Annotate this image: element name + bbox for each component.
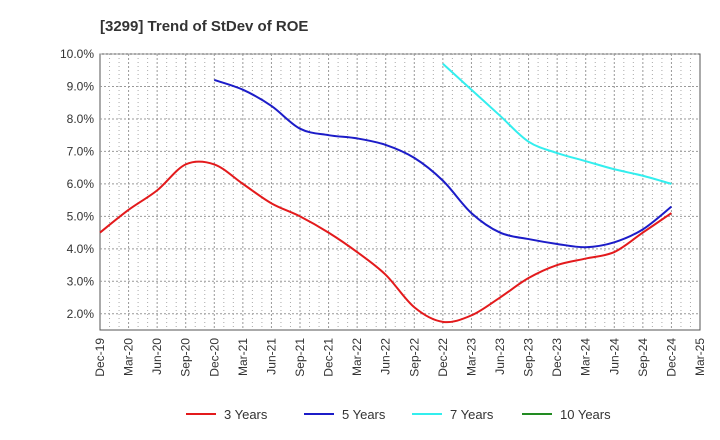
- x-tick-label: Mar-22: [350, 338, 364, 376]
- x-axis: Dec-19 Mar-20 Jun-20 Sep-20 Dec-20 Mar-21 Jun-…: [93, 338, 707, 377]
- y-tick-label: 5.0%: [67, 209, 95, 223]
- y-tick-label: 4.0%: [67, 242, 95, 256]
- plot-area: [99, 53, 701, 331]
- y-tick-label: 6.0%: [67, 177, 95, 191]
- x-tick-label: Mar-20: [122, 338, 136, 376]
- chart-title: [3299] Trend of StDev of ROE: [100, 18, 308, 35]
- x-tick-label: Mar-25: [693, 338, 707, 376]
- x-tick-label: Mar-24: [579, 338, 593, 376]
- legend-label-3-years: 3 Years: [224, 407, 268, 422]
- y-tick-label: 9.0%: [67, 79, 95, 93]
- series-line-5-years: [213, 79, 673, 249]
- x-tick-label: Dec-22: [436, 338, 450, 377]
- y-tick-label: 8.0%: [67, 112, 95, 126]
- x-tick-label: Jun-24: [607, 338, 621, 375]
- x-tick-label: Dec-20: [207, 338, 221, 377]
- x-tick-label: Jun-23: [493, 338, 507, 375]
- series-lines: [99, 63, 673, 324]
- legend-label-7-years: 7 Years: [450, 407, 494, 422]
- y-tick-label: 7.0%: [67, 144, 95, 158]
- x-tick-label: Mar-21: [236, 338, 250, 376]
- series-line-3-years: [99, 160, 672, 324]
- x-tick-label: Sep-20: [179, 338, 193, 377]
- x-tick-label: Sep-21: [293, 338, 307, 377]
- x-tick-label: Jun-21: [264, 338, 278, 375]
- x-tick-label: Dec-23: [550, 338, 564, 377]
- x-tick-label: Jun-22: [379, 338, 393, 375]
- x-tick-label: Sep-23: [522, 338, 536, 377]
- legend: 3 Years 5 Years 7 Years 10 Years: [186, 407, 611, 422]
- x-tick-label: Sep-24: [636, 338, 650, 377]
- legend-label-5-years: 5 Years: [342, 407, 386, 422]
- grid-lines: [100, 53, 700, 330]
- y-axis: 2.0% 3.0% 4.0% 5.0% 6.0% 7.0% 8.0% 9.0% 10.0%: [60, 47, 94, 321]
- x-tick-label: Dec-19: [93, 338, 107, 377]
- x-tick-label: Mar-23: [464, 338, 478, 376]
- series-line-7-years: [442, 63, 672, 185]
- legend-label-10-years: 10 Years: [560, 407, 611, 422]
- y-tick-label: 10.0%: [60, 47, 94, 61]
- y-tick-label: 3.0%: [67, 274, 95, 288]
- x-tick-label: Dec-21: [322, 338, 336, 377]
- x-tick-label: Sep-22: [407, 338, 421, 377]
- x-tick-label: Dec-24: [664, 338, 678, 377]
- y-tick-label: 2.0%: [67, 307, 95, 321]
- x-tick-label: Jun-20: [150, 338, 164, 375]
